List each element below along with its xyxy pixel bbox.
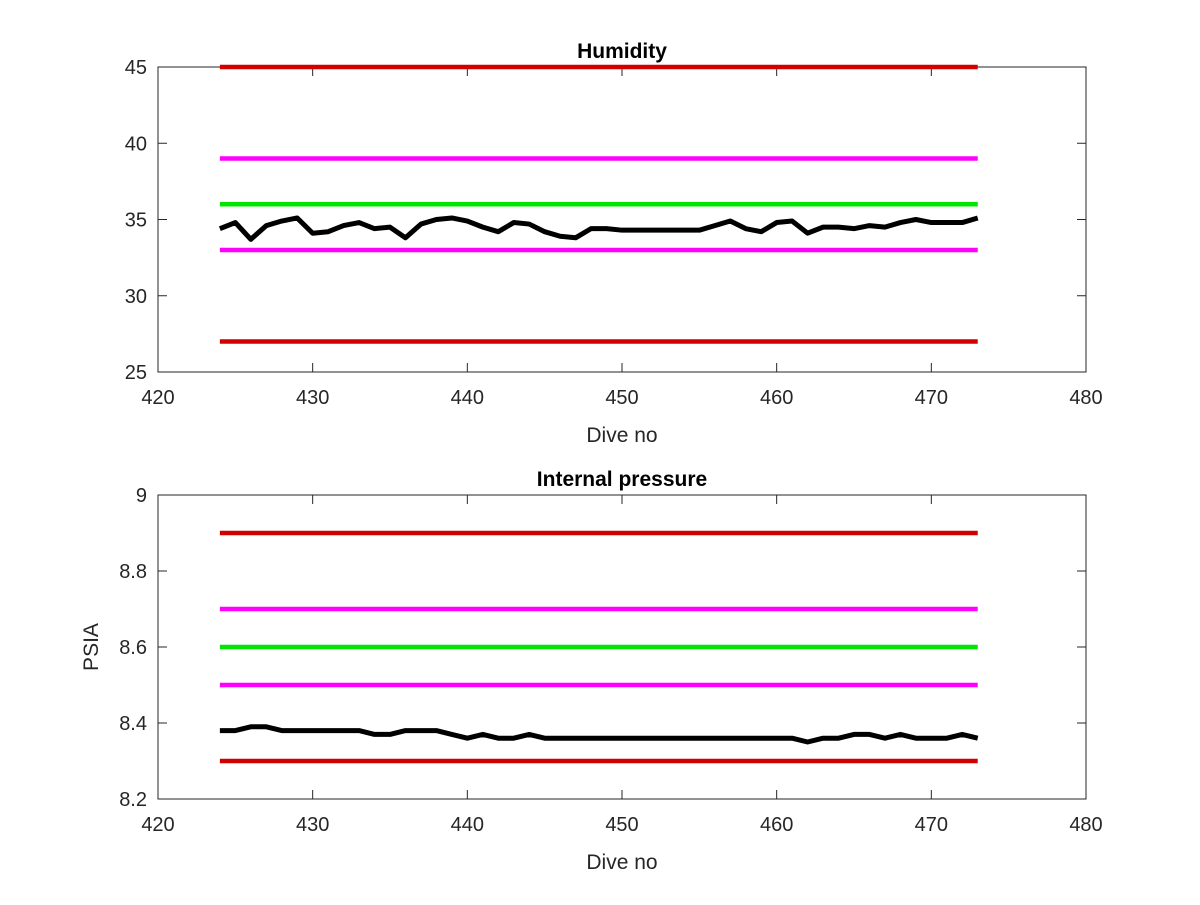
internal-pressure-xtick-label: 480: [1069, 814, 1102, 836]
humidity-title: Humidity: [577, 40, 667, 63]
humidity-xlabel: Dive no: [586, 424, 657, 447]
humidity-xtick-label: 420: [141, 387, 174, 409]
internal-pressure-ytick-label: 9: [136, 485, 147, 507]
humidity-xtick-label: 440: [451, 387, 484, 409]
humidity-xtick-label: 450: [605, 387, 638, 409]
internal-pressure-data-line: [219, 724, 979, 745]
humidity-ytick-label: 35: [125, 210, 147, 232]
humidity-xtick-label: 430: [296, 387, 329, 409]
internal-pressure-xlabel: Dive no: [586, 851, 657, 874]
humidity-xtick-label: 470: [915, 387, 948, 409]
internal-pressure-title: Internal pressure: [537, 468, 707, 491]
internal-pressure-ytick-label: 8.6: [119, 637, 147, 659]
humidity-ytick-label: 40: [125, 133, 147, 155]
humidity-xtick-label: 480: [1069, 387, 1102, 409]
internal-pressure-ytick-label: 8.8: [119, 561, 147, 583]
internal-pressure-xtick-label: 430: [296, 814, 329, 836]
internal-pressure-ytick-label: 8.2: [119, 789, 147, 811]
humidity-axes: 420 430 440 450 460 470 480 25 30 35 40 45 Humidity D…: [125, 40, 1103, 447]
internal-pressure-axes: 420 430 440 450 460 470 480 8.2 8.4 8.6 8.8 9 Intern…: [80, 468, 1103, 874]
humidity-ytick-label: 45: [125, 57, 147, 79]
humidity-ytick-label: 30: [125, 286, 147, 308]
internal-pressure-xtick-label: 440: [451, 814, 484, 836]
humidity-ytick-label: 25: [125, 362, 147, 384]
internal-pressure-ylabel: PSIA: [80, 623, 103, 671]
humidity-xtick-label: 460: [760, 387, 793, 409]
internal-pressure-xtick-label: 460: [760, 814, 793, 836]
internal-pressure-ytick-label: 8.4: [119, 713, 147, 735]
internal-pressure-xtick-label: 470: [915, 814, 948, 836]
humidity-data-line: [218, 215, 979, 242]
internal-pressure-xtick-label: 420: [141, 814, 174, 836]
internal-pressure-xtick-label: 450: [605, 814, 638, 836]
